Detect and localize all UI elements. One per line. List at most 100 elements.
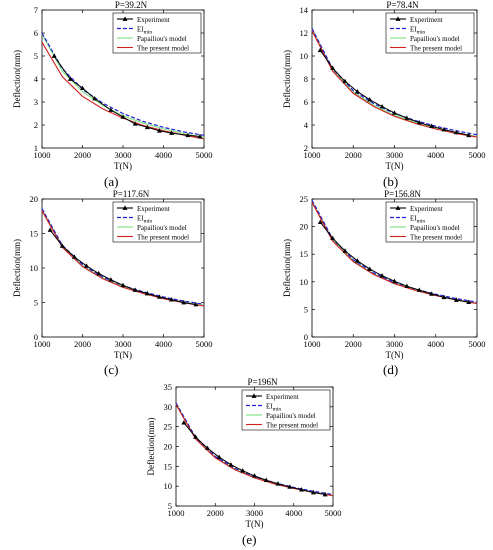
y-tick-label: 1 (34, 143, 38, 153)
legend-label: The present model (137, 233, 189, 241)
experiment-marker (216, 454, 222, 460)
experiment-marker (71, 254, 77, 259)
x-tick-label: 5000 (469, 339, 486, 349)
y-axis-label: Deflection(mm) (282, 50, 292, 108)
experiment-marker (156, 294, 162, 299)
y-tick-label: 5 (304, 304, 308, 314)
experiment-marker (185, 132, 191, 138)
x-tick-label: 4000 (427, 150, 444, 160)
legend-box (112, 12, 202, 54)
legend-box (112, 201, 202, 243)
legend-label: Experiment (137, 205, 170, 213)
experiment-marker (132, 287, 138, 292)
legend-label: EImin (410, 214, 425, 224)
y-tick-label: 8 (304, 74, 308, 84)
experiment-marker (379, 104, 385, 109)
y-tick-label: 3 (34, 97, 38, 107)
experiment-marker (354, 258, 360, 263)
y-axis-label: Deflection(mm) (12, 50, 22, 108)
legend-label: Papailiou's model (137, 35, 187, 43)
x-axis-label: T(N) (246, 519, 264, 529)
experiment-marker (144, 290, 150, 296)
x-tick-label: 3000 (386, 150, 403, 160)
x-tick-label: 1000 (34, 339, 51, 349)
legend-box (385, 12, 475, 54)
x-axis-label: T(N) (386, 350, 404, 360)
experiment-marker (317, 219, 323, 225)
experiment-marker (92, 95, 98, 101)
x-tick-label: 4000 (285, 508, 302, 518)
experiment-marker (453, 297, 459, 302)
y-tick-label: 5 (34, 298, 38, 308)
y-tick-label: 15 (30, 229, 39, 239)
experiment-marker (181, 299, 187, 305)
legend-marker (395, 205, 401, 210)
experiment-marker (379, 273, 385, 278)
x-tick-label: 3000 (246, 508, 263, 518)
chart-title: P=117.6N (113, 189, 150, 199)
x-tick-label: 5000 (325, 508, 342, 518)
chart-panel-5: 1000 2000 3000 4000 5000 5 10 15 20 25 30 35 P=196N T… (146, 377, 342, 529)
legend-marker (122, 205, 128, 210)
y-tick-label: 10 (30, 263, 39, 273)
legend-label: The present model (137, 44, 189, 52)
legend-label: The present model (410, 233, 462, 241)
legend-label: The present model (266, 421, 318, 429)
y-tick-label: 20 (164, 442, 173, 452)
y-tick-label: 10 (300, 277, 309, 287)
experiment-marker (144, 124, 150, 130)
panel-letter-a: (a) (104, 174, 119, 189)
x-tick-label: 2000 (345, 339, 362, 349)
experiment-marker (342, 78, 348, 84)
experiment-marker (240, 468, 246, 473)
experiment-marker (310, 489, 316, 495)
x-axis-label: T(N) (386, 161, 404, 171)
experiment-marker (287, 484, 293, 489)
experiment-marker (342, 248, 348, 253)
experiment-marker (330, 235, 336, 241)
experiment-marker (404, 283, 410, 289)
legend-marker (251, 393, 257, 398)
experiment-marker (392, 110, 397, 115)
experiment-marker (416, 287, 422, 292)
series-line-experiment (53, 55, 200, 137)
y-tick-label: 15 (300, 249, 309, 259)
chart-panel-1: 1000 2000 3000 4000 5000 1 2 3 4 5 6 7 P=39.2N T(N) De… (12, 0, 213, 171)
experiment-marker (120, 282, 126, 288)
chart-panel-4: 1000 2000 3000 4000 5000 0 5 10 15 20 25 P=156.8N T(… (282, 189, 486, 360)
y-tick-label: 25 (164, 422, 173, 432)
experiment-marker (466, 299, 472, 305)
experiment-marker (47, 227, 53, 232)
x-tick-label: 1000 (34, 150, 51, 160)
legend-label: Papailiou's model (137, 224, 187, 232)
experiment-marker (317, 47, 323, 53)
legend-label: Experiment (410, 205, 443, 213)
experiment-marker (263, 477, 269, 483)
legend-label: The present model (410, 44, 462, 52)
y-tick-label: 15 (164, 461, 173, 471)
x-tick-label: 3000 (115, 150, 132, 160)
legend-label: EImin (410, 25, 425, 35)
x-tick-label: 2000 (74, 339, 91, 349)
y-axis-label: Deflection(mm) (282, 239, 292, 297)
x-tick-label: 1000 (304, 339, 321, 349)
experiment-marker (429, 291, 435, 296)
x-tick-label: 4000 (155, 339, 172, 349)
experiment-marker (466, 132, 472, 138)
y-tick-label: 5 (34, 51, 38, 61)
experiment-marker (120, 114, 126, 119)
x-tick-label: 2000 (74, 150, 91, 160)
legend-label: EImin (137, 25, 152, 35)
y-tick-label: 2 (304, 143, 308, 153)
x-tick-label: 5000 (196, 339, 213, 349)
y-tick-label: 20 (30, 194, 39, 204)
experiment-marker (367, 97, 373, 102)
experiment-marker (392, 278, 397, 284)
x-axis-label: T(N) (114, 350, 132, 360)
y-tick-label: 7 (34, 5, 38, 15)
experiment-marker (108, 107, 114, 112)
experiment-marker (193, 434, 199, 439)
y-tick-label: 6 (34, 28, 38, 38)
